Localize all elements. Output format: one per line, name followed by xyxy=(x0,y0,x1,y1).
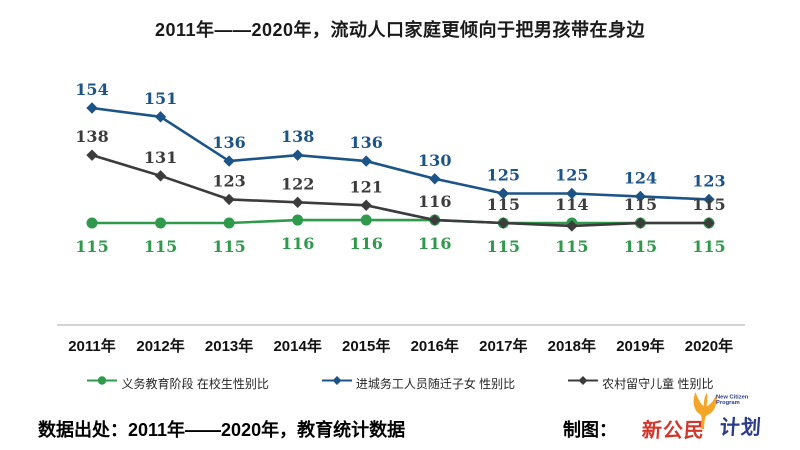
series-marker xyxy=(497,187,509,200)
data-label: 116 xyxy=(349,234,382,253)
green-line-circle-icon xyxy=(86,374,118,392)
data-label: 115 xyxy=(487,195,520,214)
data-label: 115 xyxy=(487,237,520,256)
series-marker xyxy=(223,193,235,206)
series-marker xyxy=(223,217,235,229)
x-axis-label: 2016年 xyxy=(411,337,459,355)
blue-line-diamond-icon xyxy=(321,374,353,392)
data-source-text: 数据出处：2011年——2020年，教育统计数据 xyxy=(38,420,406,440)
data-label: 115 xyxy=(624,195,657,214)
series-marker xyxy=(703,193,715,206)
data-label: 116 xyxy=(418,192,451,211)
logo-text-red: 新公民 xyxy=(641,420,706,442)
data-label: 125 xyxy=(487,166,520,185)
data-label: 138 xyxy=(75,127,108,146)
x-axis-label: 2014年 xyxy=(273,337,321,355)
legend-label: 进城务工人员随迁子女 性别比 xyxy=(355,376,516,391)
series-line xyxy=(91,153,709,228)
series-marker xyxy=(155,217,167,229)
data-label: 115 xyxy=(75,237,108,256)
x-axis-label: 2019年 xyxy=(616,337,664,355)
legend-marker-shape xyxy=(332,376,342,385)
series-marker xyxy=(497,217,509,229)
data-label: 114 xyxy=(555,195,588,214)
x-axis-label: 2017年 xyxy=(479,337,527,355)
series-marker xyxy=(360,199,372,212)
data-label: 115 xyxy=(624,237,657,256)
data-label: 131 xyxy=(144,148,177,167)
data-label: 116 xyxy=(418,234,451,253)
legend-item-migrant-children: 进城务工人员随迁子女 性别比 xyxy=(321,374,515,392)
series-marker xyxy=(86,102,98,114)
data-label: 136 xyxy=(349,133,382,152)
chart-legend: 义务教育阶段 在校生性别比 进城务工人员随迁子女 性别比 农村留守儿童 性别比 xyxy=(0,374,800,392)
series-marker xyxy=(566,220,578,232)
series-marker xyxy=(566,187,578,200)
x-axis-label: 2020年 xyxy=(685,337,733,355)
new-citizen-program-logo: 新公民 计划 New Citizen Program xyxy=(640,390,790,448)
ginkgo-leaf-icon xyxy=(693,391,717,430)
legend-label: 义务教育阶段 在校生性别比 xyxy=(121,376,269,391)
data-label: 151 xyxy=(144,89,177,108)
data-label: 115 xyxy=(212,237,245,256)
series-marker xyxy=(292,214,304,226)
legend-label: 农村留守儿童 性别比 xyxy=(602,376,714,391)
data-label: 115 xyxy=(555,237,588,256)
x-axis-label: 2011年 xyxy=(68,337,116,355)
data-label: 115 xyxy=(692,195,725,214)
series-marker xyxy=(429,173,441,185)
series-marker xyxy=(634,217,647,229)
x-axis-label: 2012年 xyxy=(136,337,184,355)
series-marker xyxy=(291,196,304,209)
data-label: 154 xyxy=(75,80,108,99)
legend-item-leftbehind-children: 农村留守儿童 性别比 xyxy=(567,374,714,392)
data-label: 136 xyxy=(212,133,245,152)
series-marker xyxy=(703,217,715,229)
series-marker xyxy=(429,214,441,226)
series-marker xyxy=(86,149,98,161)
series-marker xyxy=(291,149,304,161)
logo-text-blue: 计划 xyxy=(719,417,763,439)
line-chart: 2011年 2012年 2013年 2014年 2015年 2016年 2017年 2018年… xyxy=(57,80,745,355)
data-label: 115 xyxy=(692,237,725,256)
series-marker xyxy=(86,217,98,229)
data-label: 121 xyxy=(349,177,382,196)
logo-text-english: New Citizen Program xyxy=(716,393,749,406)
data-label: 125 xyxy=(555,166,588,185)
dark-line-diamond-icon xyxy=(567,374,599,392)
legend-marker-shape xyxy=(578,376,588,385)
series-marker xyxy=(360,214,372,226)
x-axis-label: 2015年 xyxy=(342,337,390,355)
x-axis-label: 2013年 xyxy=(205,337,253,355)
data-label: 130 xyxy=(418,151,451,170)
data-label: 123 xyxy=(212,171,245,190)
data-label: 115 xyxy=(144,237,177,256)
series-line xyxy=(92,218,709,225)
legend-item-enrolled-students: 义务教育阶段 在校生性别比 xyxy=(86,374,269,392)
data-label: 138 xyxy=(281,127,314,146)
chart-title: 2011年——2020年，流动人口家庭更倾向于把男孩带在身边 xyxy=(154,20,646,40)
series-marker xyxy=(154,111,167,123)
series-line xyxy=(91,106,710,201)
legend-marker-shape xyxy=(98,376,107,385)
data-label: 122 xyxy=(281,174,314,193)
x-axis-label: 2018年 xyxy=(548,337,596,355)
series-marker xyxy=(360,155,372,167)
data-label: 123 xyxy=(692,171,725,190)
series-marker xyxy=(154,170,167,182)
series-marker xyxy=(223,155,235,167)
credit-text: 制图： xyxy=(563,420,617,440)
data-label: 116 xyxy=(281,234,314,253)
data-label: 124 xyxy=(624,168,657,187)
series-marker xyxy=(634,190,647,203)
